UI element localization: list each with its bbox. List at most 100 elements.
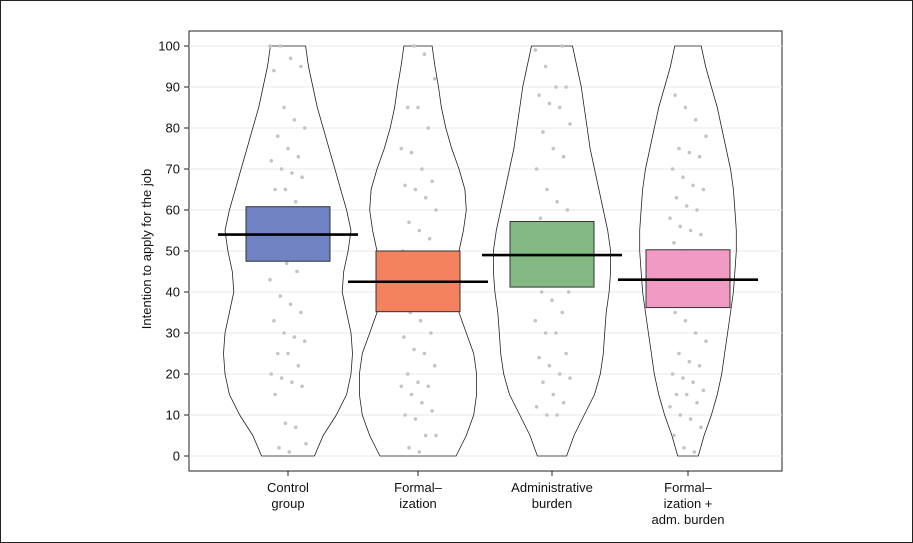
data-point	[290, 380, 294, 385]
x-tick-label: ization +	[664, 496, 713, 511]
data-point	[272, 68, 276, 73]
y-axis-title: Intention to apply for the job	[139, 169, 154, 329]
data-point	[695, 208, 699, 212]
data-point	[673, 310, 677, 315]
violin	[639, 45, 737, 457]
data-point	[677, 351, 681, 356]
x-tick-label: Administrative	[511, 480, 593, 495]
x-axis: ControlgroupFormal–izationAdministrative…	[267, 471, 725, 527]
data-point	[560, 44, 565, 48]
data-point	[692, 450, 697, 454]
y-tick-label: 10	[166, 408, 180, 423]
data-point	[423, 433, 428, 438]
data-point	[286, 351, 290, 356]
data-point	[423, 195, 428, 200]
data-point	[545, 413, 549, 417]
x-tick-label: group	[271, 496, 304, 511]
data-point	[561, 154, 566, 159]
data-point	[409, 392, 414, 397]
data-point	[292, 118, 297, 122]
data-point	[283, 187, 288, 192]
data-point	[292, 335, 297, 339]
data-point	[399, 384, 404, 389]
data-point	[422, 52, 427, 56]
data-point	[693, 331, 698, 335]
data-point	[278, 44, 283, 48]
data-point	[678, 224, 683, 229]
data-point	[547, 101, 552, 106]
data-point	[434, 433, 438, 438]
data-point	[704, 134, 708, 138]
data-point	[538, 216, 543, 220]
x-tick-label: ization	[399, 496, 437, 511]
data-point	[537, 93, 541, 97]
data-point	[551, 392, 556, 397]
y-tick-label: 80	[166, 121, 180, 136]
data-point	[683, 105, 688, 110]
data-point	[296, 364, 301, 368]
data-point	[677, 146, 681, 151]
data-point	[293, 200, 298, 204]
data-point	[273, 187, 277, 192]
data-point	[416, 380, 420, 385]
data-point	[287, 450, 292, 454]
data-point	[697, 364, 702, 368]
x-tick-label: Formal–	[664, 480, 712, 495]
data-point	[670, 372, 675, 376]
data-point	[279, 376, 284, 380]
data-point	[678, 413, 683, 417]
data-point	[434, 208, 438, 212]
data-point	[405, 372, 410, 376]
data-point	[555, 413, 559, 417]
data-point	[399, 146, 404, 151]
data-point	[537, 355, 541, 360]
data-point	[691, 380, 695, 385]
data-point	[566, 290, 571, 294]
data-point	[300, 175, 304, 179]
data-point	[668, 216, 672, 220]
data-point	[539, 290, 544, 294]
data-point	[299, 310, 303, 315]
data-point	[420, 400, 424, 405]
data-point	[693, 118, 698, 122]
data-point	[681, 376, 685, 380]
data-point	[699, 425, 703, 430]
data-point	[282, 105, 286, 110]
data-point	[688, 228, 693, 233]
data-point	[554, 331, 558, 335]
data-point	[277, 446, 281, 450]
data-point	[300, 384, 304, 389]
data-point	[701, 388, 706, 393]
data-point	[682, 446, 686, 450]
data-point	[688, 417, 693, 421]
data-point	[288, 56, 293, 61]
data-point	[426, 126, 431, 130]
data-point	[275, 134, 280, 138]
data-point	[295, 269, 299, 274]
data-point	[541, 380, 545, 385]
data-point	[545, 187, 549, 192]
data-point	[278, 294, 283, 298]
data-point	[533, 48, 538, 52]
data-point	[564, 351, 568, 356]
data-point	[413, 417, 418, 421]
y-tick-label: 60	[166, 203, 180, 218]
data-point	[534, 405, 539, 409]
mean-lines	[218, 233, 758, 284]
data-point	[296, 154, 301, 159]
data-point	[701, 187, 706, 192]
data-point	[568, 376, 572, 380]
data-point	[417, 228, 422, 233]
data-point	[674, 392, 679, 397]
data-point	[668, 405, 672, 409]
data-point	[268, 44, 272, 48]
data-point	[683, 318, 688, 323]
data-point	[417, 450, 422, 454]
x-tick-label: Formal–	[394, 480, 442, 495]
data-point	[430, 409, 434, 413]
data-point	[564, 85, 568, 89]
data-point	[302, 126, 307, 130]
data-point	[275, 351, 280, 356]
